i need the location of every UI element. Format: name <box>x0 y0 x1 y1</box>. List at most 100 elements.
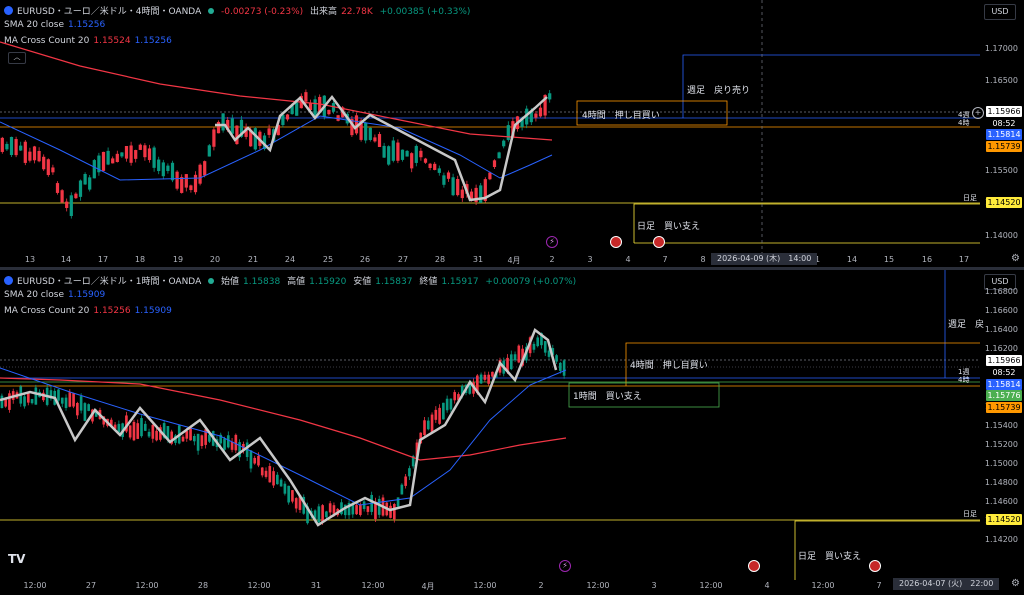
us-flag-event-icon[interactable] <box>610 236 622 248</box>
candle-body <box>78 180 83 197</box>
symbol-header[interactable]: EURUSD・ユーロ／米ドル・4時間・OANDA -0.00273 (-0.23… <box>4 4 474 17</box>
candle-body <box>34 387 38 405</box>
price-axis-label: 1.14200 <box>984 535 1018 544</box>
candle-body <box>23 141 27 163</box>
candle-body <box>94 411 98 417</box>
time-axis-label: 25 <box>322 255 334 264</box>
candle-body <box>147 148 152 161</box>
price-axis-1h[interactable]: 1.168001.166001.164001.162001.156001.154… <box>984 270 1024 580</box>
time-axis-label: 27 <box>85 581 97 590</box>
candle-body <box>115 153 119 162</box>
price-chart-4h[interactable] <box>0 0 980 253</box>
candle-body <box>152 147 156 168</box>
eurusd-logo-icon <box>4 276 13 285</box>
add-alert-icon[interactable]: + <box>972 107 984 119</box>
ma-red-line <box>0 41 553 141</box>
time-axis-1h[interactable]: 12:00 27 12:00 28 12:00 31 12:00 4月 12:00 2 12:00 3… <box>0 580 980 594</box>
sma-blue-line <box>0 115 553 181</box>
candle-body <box>551 348 555 355</box>
event-bolt-icon[interactable]: ⚡ <box>546 236 558 248</box>
us-flag-event-icon[interactable] <box>653 236 665 248</box>
candle-body <box>313 99 317 117</box>
candle-body <box>521 348 524 366</box>
us-flag-event-icon[interactable] <box>869 560 881 572</box>
candle-body <box>193 435 196 442</box>
candle-body <box>64 397 68 408</box>
swing-line <box>0 328 558 527</box>
candle-body <box>491 371 494 377</box>
price-tag: 1.15814 <box>986 379 1022 390</box>
candle-body <box>28 151 32 161</box>
daily-zone-box <box>633 203 980 243</box>
weekly-zone-box <box>682 54 980 118</box>
candle-body <box>529 111 533 123</box>
ma-label[interactable]: MA Cross Count 20 <box>4 306 90 316</box>
candle-body <box>111 158 115 164</box>
ma-label[interactable]: MA Cross Count 20 <box>4 36 90 46</box>
sma-legend[interactable]: SMA 20 close 1.15256 <box>4 20 109 30</box>
weekly-zone-label: 週足 戻 <box>948 320 985 330</box>
candle-body <box>0 137 4 152</box>
price-chart-1h[interactable] <box>0 270 980 580</box>
daily-zone-label: 日足 買い支え <box>637 222 701 232</box>
time-axis-4h[interactable]: 131417181920212425262728314月234781114151… <box>0 254 980 267</box>
candle-body <box>198 164 202 184</box>
candle-body <box>555 355 558 362</box>
candle-body <box>433 163 437 170</box>
candle-body <box>4 398 7 407</box>
currency-button[interactable]: USD <box>984 4 1016 20</box>
ma-legend[interactable]: MA Cross Count 20 1.15256 1.15909 <box>4 306 176 316</box>
candle-body <box>442 402 445 420</box>
price-tag: 1.15966 <box>986 355 1022 366</box>
candle-body <box>451 177 455 196</box>
candle-body <box>304 92 308 102</box>
candle-body <box>400 484 404 495</box>
price-axis-4h[interactable]: 1.170001.165001.155001.150001.140001.159… <box>984 0 1024 253</box>
chart-pane-4h[interactable]: EURUSD・ユーロ／米ドル・4時間・OANDA -0.00273 (-0.23… <box>0 0 1024 267</box>
us-flag-event-icon[interactable] <box>748 560 760 572</box>
candle-body <box>468 383 472 394</box>
currency-button[interactable]: USD <box>984 274 1016 290</box>
sma-legend[interactable]: SMA 20 close 1.15909 <box>4 290 109 300</box>
time-axis-label: 13 <box>24 255 36 264</box>
candle-body <box>355 505 358 515</box>
candle-body <box>143 145 147 158</box>
price-axis-label: 1.14000 <box>984 231 1018 240</box>
ma-legend[interactable]: MA Cross Count 20 1.15524 1.15256 <box>4 36 176 46</box>
tradingview-logo-icon[interactable]: TV <box>8 552 26 566</box>
candle-body <box>140 418 143 437</box>
candle-body <box>396 142 400 161</box>
candle-body <box>264 470 268 477</box>
time-axis-label: 15 <box>883 255 895 264</box>
collapse-legend-icon[interactable]: ︿ <box>8 52 26 64</box>
candle-body <box>249 450 253 469</box>
low-value: 1.15837 <box>375 277 413 287</box>
sma-label[interactable]: SMA 20 close <box>4 20 64 30</box>
high-label: 高値 <box>287 277 306 287</box>
chart-pane-1h[interactable]: EURUSD・ユーロ／米ドル・1時間・OANDA 始値 1.15838 高値 1.1… <box>0 270 1024 595</box>
settings-gear-icon[interactable]: ⚙ <box>1011 253 1020 264</box>
sma-label[interactable]: SMA 20 close <box>4 290 64 300</box>
candle-body <box>287 485 290 503</box>
symbol-title[interactable]: EURUSD・ユーロ／米ドル・4時間・OANDA <box>17 7 202 17</box>
candle-body <box>479 374 483 384</box>
candle-body <box>106 150 110 165</box>
candle-body <box>125 415 128 432</box>
pane-separator[interactable] <box>0 267 1024 270</box>
symbol-header[interactable]: EURUSD・ユーロ／米ドル・1時間・OANDA 始値 1.15838 高値 1.1… <box>4 274 580 287</box>
time-axis-label: 31 <box>310 581 322 590</box>
candle-body <box>132 421 136 441</box>
candle-body <box>272 471 275 486</box>
candle-body <box>374 501 377 519</box>
volume-change: +0.00385 (+0.33%) <box>379 7 471 17</box>
price-axis-label: 1.15000 <box>984 459 1018 468</box>
candle-body <box>520 119 524 127</box>
h4-zone-box <box>625 342 980 386</box>
candle-body <box>437 168 441 173</box>
event-bolt-icon[interactable]: ⚡ <box>559 560 571 572</box>
candle-body <box>134 150 138 159</box>
candle-body <box>430 414 434 433</box>
candle-body <box>410 153 414 169</box>
symbol-title[interactable]: EURUSD・ユーロ／米ドル・1時間・OANDA <box>17 277 202 287</box>
settings-gear-icon[interactable]: ⚙ <box>1011 578 1020 589</box>
